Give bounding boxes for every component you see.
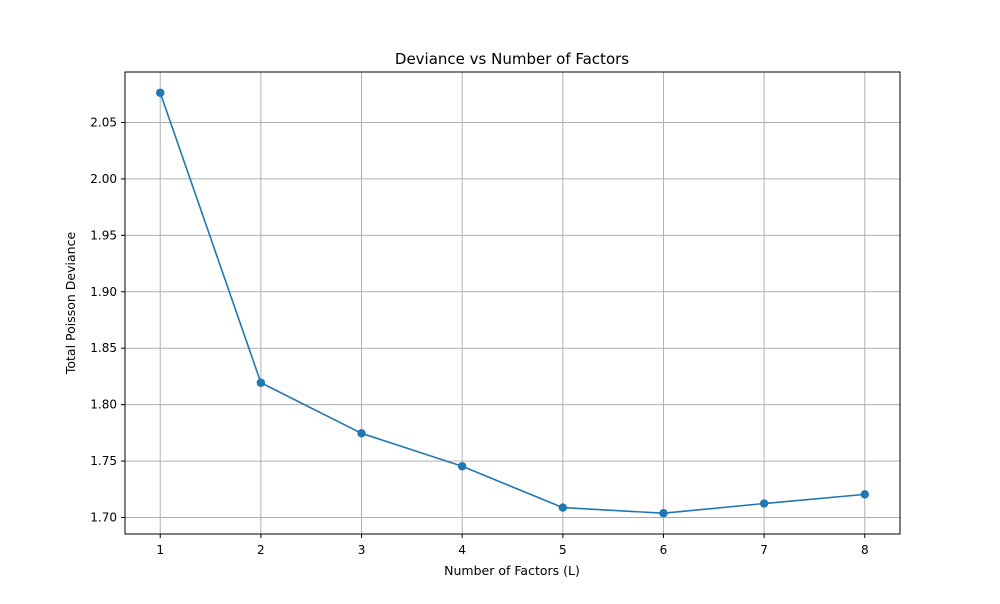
x-tick-label: 3 — [358, 543, 366, 557]
x-tick-label: 2 — [257, 543, 265, 557]
y-tick-label: 1.75 — [90, 454, 117, 468]
data-point — [558, 503, 568, 512]
y-axis-label: Total Poisson Deviance — [63, 232, 78, 376]
data-point — [156, 88, 165, 97]
x-tick-label: 1 — [156, 543, 164, 557]
grid-lines — [125, 72, 900, 534]
x-tick-label: 4 — [458, 543, 466, 557]
x-tick-label: 6 — [660, 543, 668, 557]
y-tick-label: 1.70 — [90, 511, 117, 525]
x-tick-label: 8 — [861, 543, 869, 557]
data-point — [357, 429, 366, 438]
y-tick-label: 1.80 — [90, 398, 117, 412]
data-point — [759, 499, 769, 508]
y-tick-label: 1.90 — [90, 285, 117, 299]
data-point — [457, 462, 467, 471]
y-tick-label: 2.00 — [90, 172, 117, 186]
x-tick-label: 5 — [559, 543, 567, 557]
x-tick-label: 7 — [760, 543, 768, 557]
plot-frame — [124, 71, 901, 535]
data-point — [860, 490, 869, 499]
series-line — [159, 92, 865, 515]
y-tick-label: 1.85 — [90, 341, 117, 355]
data-series — [156, 88, 869, 518]
x-axis-label: Number of Factors (L) — [444, 563, 580, 578]
y-tick-label: 1.95 — [90, 228, 117, 242]
axis-ticks: 1 2 3 4 5 6 7 8 1.70 1.75 1.80 1.85 1.90 1.95 2.00 2.05 — [90, 115, 868, 557]
data-point — [659, 509, 668, 518]
chart-title: Deviance vs Number of Factors — [395, 50, 629, 68]
data-point — [256, 378, 266, 387]
y-tick-label: 2.05 — [90, 115, 117, 129]
